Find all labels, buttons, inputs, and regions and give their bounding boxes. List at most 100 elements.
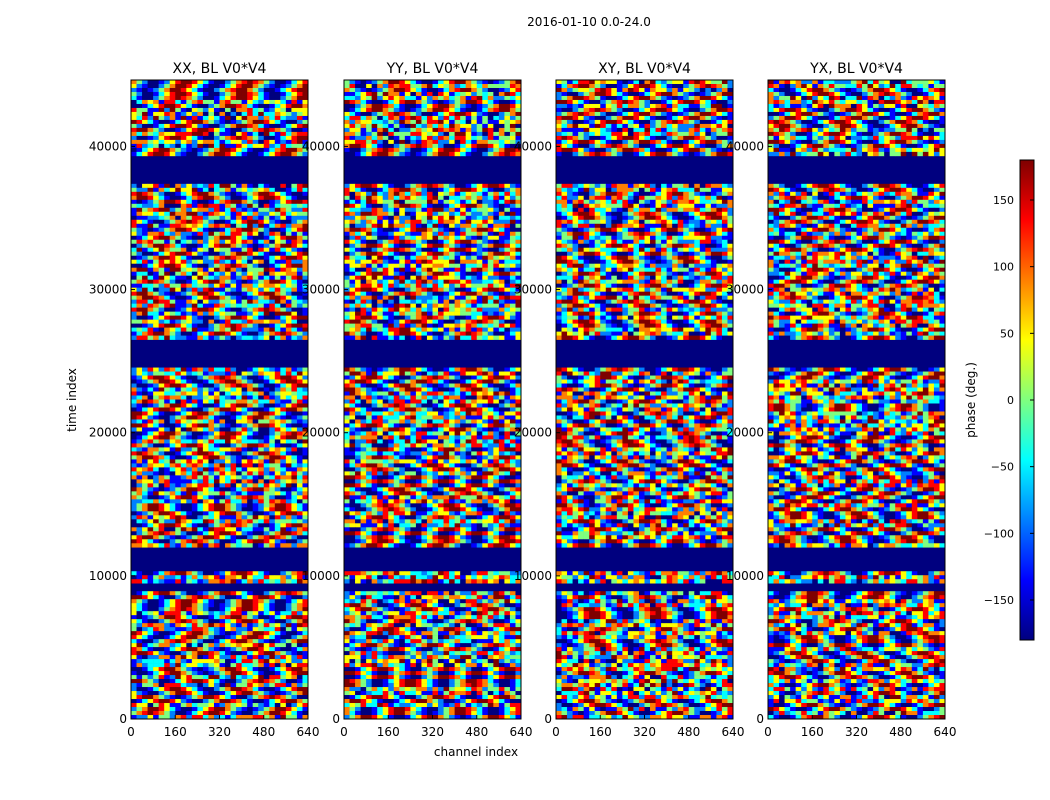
heatmap-cell [148,300,154,304]
heatmap-cell [197,224,203,228]
heatmap-cell [253,515,259,519]
heatmap-cell [153,256,159,260]
heatmap-cell [253,108,259,112]
heatmap-cell [181,527,187,531]
heatmap-cell [131,96,137,100]
heatmap-cell [302,312,308,316]
heatmap-cell [242,415,248,419]
heatmap-cell [220,96,226,100]
heatmap-cell [220,667,226,671]
heatmap-cell [280,104,286,108]
heatmap-cell [242,603,248,607]
heatmap-cell [247,212,253,216]
heatmap-cell [297,483,303,487]
heatmap-cell [214,208,220,212]
heatmap-cell [164,667,170,671]
heatmap-cell [142,320,148,324]
heatmap-cell [247,479,253,483]
heatmap-cell [291,671,297,675]
heatmap-cell [291,535,297,539]
heatmap-cell [159,679,165,683]
heatmap-cell [280,579,286,583]
heatmap-cell [142,651,148,655]
heatmap-cell [164,284,170,288]
heatmap-cell [170,264,176,268]
heatmap-cell [175,415,181,419]
heatmap-cell [264,264,270,268]
heatmap-cell [214,204,220,208]
heatmap-cell [220,411,226,415]
heatmap-cell [225,328,231,332]
heatmap-cell [170,599,176,603]
heatmap-cell [258,144,264,148]
heatmap-cell [131,184,137,188]
heatmap-cell [220,84,226,88]
heatmap-cell [137,479,143,483]
heatmap-cell [297,240,303,244]
heatmap-cell [142,312,148,316]
heatmap-cell [192,511,198,515]
heatmap-cell [280,447,286,451]
heatmap-cell [286,84,292,88]
heatmap-cell [181,288,187,292]
heatmap-cell [231,300,237,304]
heatmap-cell [186,104,192,108]
heatmap-cell [291,527,297,531]
heatmap-cell [214,423,220,427]
heatmap-cell [286,511,292,515]
heatmap-cell [247,671,253,675]
heatmap-cell [231,220,237,224]
heatmap-cell [181,535,187,539]
heatmap-cell [170,631,176,635]
heatmap-cell [175,308,181,312]
heatmap-cell [297,523,303,527]
heatmap-cell [148,415,154,419]
heatmap-cell [175,571,181,575]
heatmap-cell [269,92,275,96]
heatmap-cell [214,128,220,132]
heatmap-cell [153,268,159,272]
heatmap-cell [175,503,181,507]
heatmap-cell [297,192,303,196]
heatmap-cell [175,328,181,332]
heatmap-cell [236,607,242,611]
heatmap-cell [269,471,275,475]
heatmap-cell [280,292,286,296]
heatmap-cell [286,447,292,451]
heatmap-cell [286,459,292,463]
heatmap-cell [225,232,231,236]
heatmap-cell [175,623,181,627]
heatmap-cell [258,208,264,212]
heatmap-cell [242,224,248,228]
heatmap-cell [225,519,231,523]
heatmap-cell [225,595,231,599]
heatmap-cell [280,200,286,204]
heatmap-cell [286,571,292,575]
heatmap-cell [220,459,226,463]
heatmap-cell [192,683,198,687]
heatmap-cell [286,396,292,400]
heatmap-cell [148,643,154,647]
heatmap-cell [192,228,198,232]
heatmap-cell [247,196,253,200]
heatmap-cell [203,224,209,228]
heatmap-cell [142,435,148,439]
heatmap-cell [214,663,220,667]
heatmap-cell [220,188,226,192]
heatmap-cell [131,635,137,639]
heatmap-cell [225,471,231,475]
heatmap-cell [181,463,187,467]
heatmap-cell [286,591,292,595]
heatmap-cell [302,100,308,104]
heatmap-cell [192,611,198,615]
heatmap-cell [186,80,192,84]
heatmap-cell [220,523,226,527]
heatmap-cell [137,511,143,515]
heatmap-cell [302,208,308,212]
heatmap-cell [253,200,259,204]
heatmap-cell [153,144,159,148]
heatmap-cell [131,671,137,675]
heatmap-cell [302,216,308,220]
heatmap-cell [286,100,292,104]
heatmap-cell [258,376,264,380]
